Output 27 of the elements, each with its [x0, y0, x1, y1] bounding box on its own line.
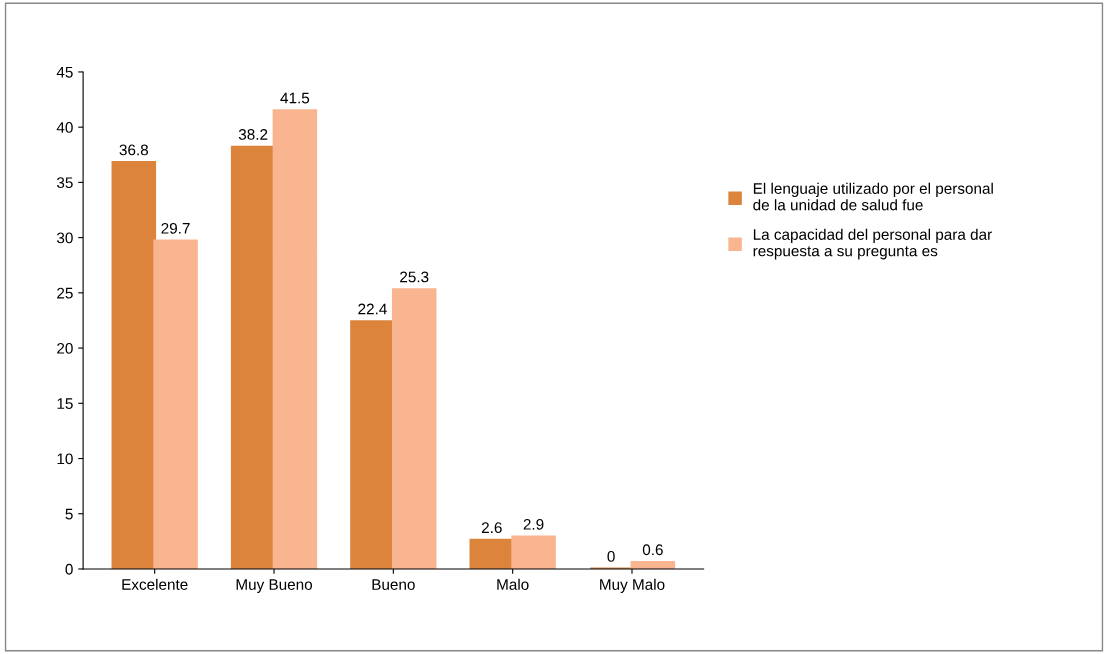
x-tick-label: Malo	[497, 578, 529, 590]
data-label: 41.5	[280, 92, 310, 104]
legend-label: La capacidad del personal para dar respuesta a su pregunta es	[753, 228, 992, 260]
data-label: 36.8	[119, 144, 149, 156]
legend-label: El lenguaje utilizado por el personal de la unidad de salud fue	[753, 182, 993, 211]
y-tick-label: 0	[65, 563, 73, 575]
data-label: 2.9	[523, 518, 544, 530]
y-tick-label: 20	[57, 342, 73, 354]
data-label: 0.6	[642, 544, 663, 556]
data-label: 25.3	[400, 271, 429, 283]
data-label: 29.7	[161, 222, 190, 234]
data-label: 2.6	[481, 522, 502, 534]
y-tick-label: 25	[57, 287, 73, 299]
y-tick-label: 10	[57, 453, 73, 465]
data-label: 0	[607, 550, 615, 562]
y-tick-label: 35	[56, 177, 73, 189]
y-tick-label: 15	[57, 398, 73, 409]
y-tick-label: 45	[56, 66, 73, 78]
data-label: 38.2	[238, 129, 268, 140]
x-tick-label: Excelente	[122, 578, 188, 590]
y-tick-label: 40	[56, 122, 73, 133]
data-label: 22.4	[358, 303, 387, 315]
x-tick-label: Muy Bueno	[236, 579, 313, 593]
y-tick-label: 5	[65, 508, 73, 520]
y-tick-label: 30	[56, 232, 73, 244]
x-tick-label: Muy Malo	[600, 578, 665, 593]
x-tick-label: Bueno	[372, 579, 415, 590]
